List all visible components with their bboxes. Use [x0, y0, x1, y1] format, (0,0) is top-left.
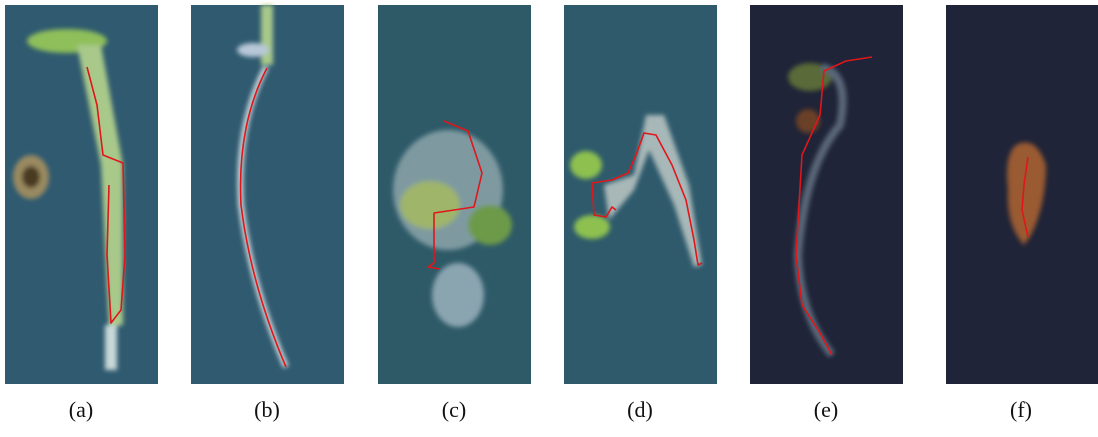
panel-e	[750, 5, 903, 384]
panel-c	[378, 5, 531, 384]
panel-a	[5, 5, 158, 384]
caption: (d)	[627, 397, 653, 422]
caption: (c)	[442, 397, 466, 422]
figure: (a) (b) (c) (d)	[0, 0, 1098, 432]
caption: (f)	[1010, 397, 1032, 422]
caption: (b)	[254, 397, 280, 422]
caption: (a)	[69, 397, 93, 422]
panel-background	[750, 5, 903, 384]
panel-f	[946, 5, 1098, 384]
panel-background	[564, 5, 717, 384]
panel-d	[564, 5, 717, 384]
caption: (e)	[814, 397, 838, 422]
panel-b	[191, 5, 344, 384]
